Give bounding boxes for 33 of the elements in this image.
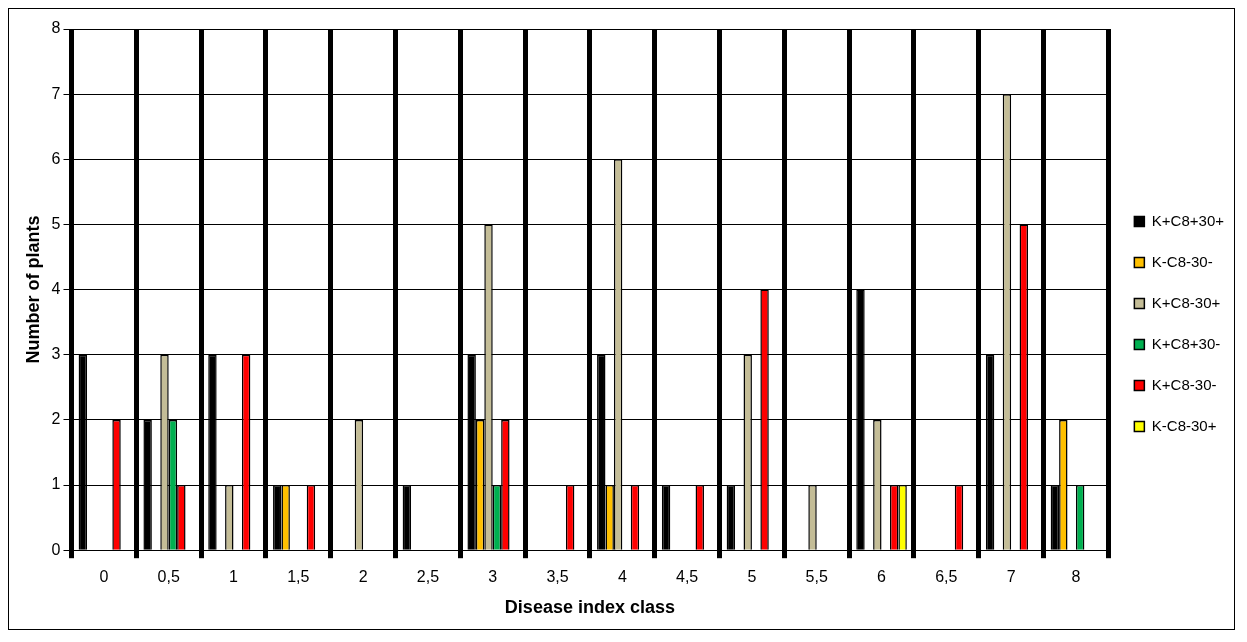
x-tick-label: 0,5 [157, 568, 180, 586]
legend-label: K+C8+30- [1151, 334, 1221, 352]
y-axis-title: Number of plants [22, 215, 43, 364]
x-tick-label: 7 [1006, 568, 1016, 586]
x-tick-label: 6 [877, 568, 887, 586]
legend-label: K-C8-30- [1151, 252, 1213, 270]
x-tick-label: 0 [99, 568, 109, 586]
x-tick-label: 2 [358, 568, 368, 586]
x-tick-label: 4 [617, 568, 627, 586]
x-tick-label: 1 [229, 568, 239, 586]
y-tick-label: 3 [51, 345, 61, 363]
y-tick-label: 1 [51, 475, 61, 493]
x-tick-label: 8 [1071, 568, 1081, 586]
x-tick-label: 5,5 [805, 568, 828, 586]
x-tick-label: 4,5 [676, 568, 699, 586]
y-tick-label: 5 [51, 214, 61, 232]
x-axis-title: Disease index class [504, 597, 675, 618]
y-tick-label: 2 [51, 410, 61, 428]
x-tick-label: 6,5 [935, 568, 958, 586]
legend-label: K+C8+30+ [1151, 211, 1225, 229]
x-tick-label: 3,5 [546, 568, 569, 586]
y-tick-label: 8 [51, 19, 61, 37]
legend-label: K+C8-30- [1151, 375, 1217, 393]
legend-label: K-C8-30+ [1151, 416, 1217, 434]
x-tick-label: 1,5 [287, 568, 310, 586]
y-tick-label: 0 [51, 540, 61, 558]
legend-label: K+C8-30+ [1151, 293, 1221, 311]
y-tick-label: 6 [51, 149, 61, 167]
y-tick-label: 7 [51, 84, 61, 102]
x-tick-label: 3 [488, 568, 498, 586]
x-tick-label: 2,5 [416, 568, 440, 586]
x-tick-label: 5 [747, 568, 757, 586]
y-tick-label: 4 [51, 280, 61, 298]
